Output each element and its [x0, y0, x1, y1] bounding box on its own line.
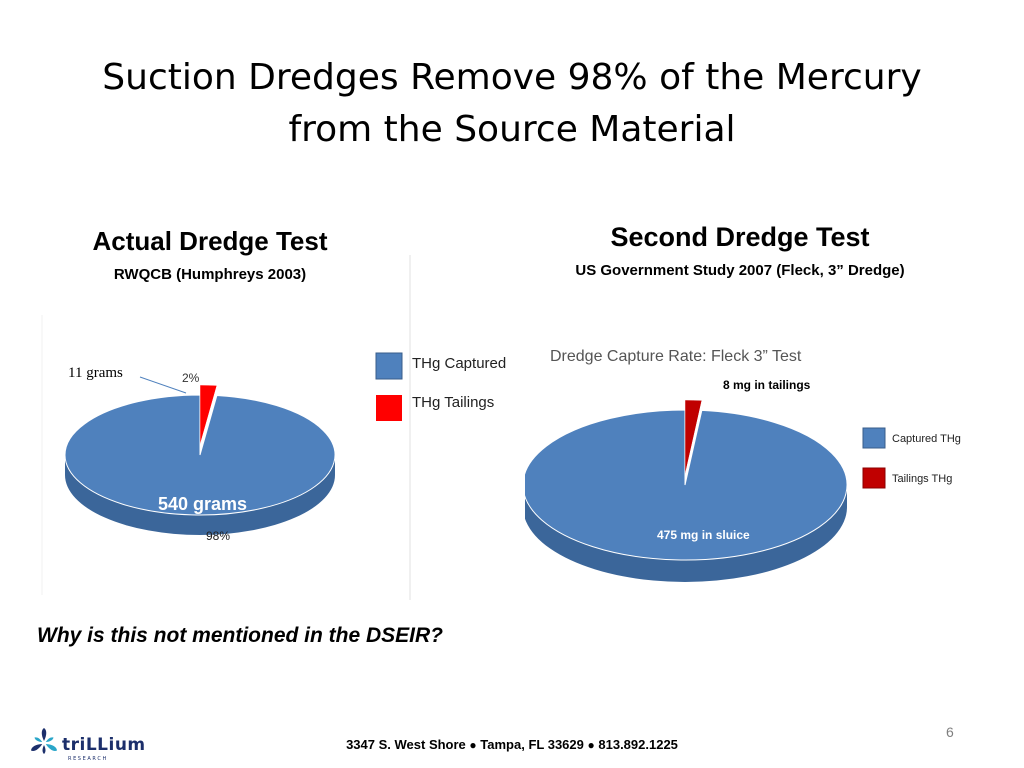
- pie-slice-tailings-thg: [684, 399, 703, 476]
- slice-pct-tailings: 2%: [182, 371, 200, 385]
- slide-title: Suction Dredges Remove 98% of the Mercur…: [60, 52, 964, 156]
- left-pie-graphic: [64, 384, 336, 535]
- left-subheading: RWQCB (Humphreys 2003): [113, 266, 307, 283]
- leader-line: [139, 376, 187, 394]
- legend-swatch-tailings-right: [862, 467, 886, 489]
- footer-address: 3347 S. West Shore: [346, 737, 466, 752]
- legend-label-tailings-right: Tailings THg: [892, 473, 952, 485]
- right-subheading: US Government Study 2007 (Fleck, 3” Dred…: [575, 262, 905, 279]
- legend-swatch-captured: [375, 352, 403, 380]
- legend-label-tailings: THg Tailings: [412, 394, 494, 411]
- logo-wordmark: triLLium: [62, 735, 146, 755]
- slide-title-line2: from the Source Material: [288, 109, 736, 150]
- footer-phone: 813.892.1225: [598, 737, 678, 752]
- footer-separator: ●: [587, 738, 595, 752]
- question-text: Why is this not mentioned in the DSEIR?: [37, 624, 444, 647]
- slice-label-captured: 540 grams: [158, 494, 247, 514]
- legend-label-captured-right: Captured THg: [892, 433, 961, 445]
- pie-slice-captured-thg: [525, 409, 848, 561]
- right-pie-chart: Dredge Capture Rate: Fleck 3” Test 8 mg …: [525, 348, 961, 582]
- slice-label-captured-right: 475 mg in sluice: [657, 528, 750, 542]
- slide-title-line1: Suction Dredges Remove 98% of the Mercur…: [102, 57, 922, 98]
- footer-separator: ●: [469, 738, 477, 752]
- pie-side: [65, 455, 335, 535]
- right-pie-graphic: [525, 399, 848, 582]
- legend-label-captured: THg Captured: [412, 355, 506, 372]
- footer-contact: 3347 S. West Shore ● Tampa, FL 33629 ● 8…: [0, 737, 1024, 752]
- left-pie-chart: 11 grams 2% 540 grams 98% THg Captured T…: [41, 255, 506, 600]
- pie-slice-thg-captured: [64, 394, 336, 516]
- left-heading: Actual Dredge Test: [92, 226, 328, 256]
- right-chart-title: Dredge Capture Rate: Fleck 3” Test: [550, 348, 802, 365]
- logo-tagline: R E S E A R C H: [68, 756, 106, 762]
- trillium-logo: triLLium R E S E A R C H: [31, 728, 146, 762]
- right-heading: Second Dredge Test: [610, 222, 870, 252]
- pie-side: [525, 485, 847, 582]
- slice-label-tailings: 11 grams: [68, 365, 123, 381]
- slice-pct-captured: 98%: [206, 529, 230, 543]
- legend-swatch-captured-right: [862, 427, 886, 449]
- legend-swatch-tailings: [376, 395, 402, 421]
- footer-city: Tampa, FL 33629: [480, 737, 584, 752]
- slice-label-tailings-right: 8 mg in tailings: [723, 378, 811, 392]
- flower-icon: [31, 728, 57, 754]
- page-number: 6: [946, 724, 954, 740]
- pie-slice-thg-tailings: [199, 384, 218, 446]
